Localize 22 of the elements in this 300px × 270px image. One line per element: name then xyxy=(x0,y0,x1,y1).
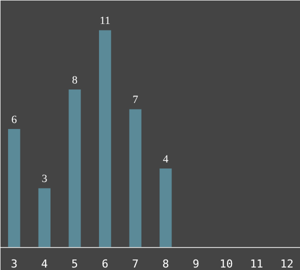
x-tick-label: 7 xyxy=(132,258,139,270)
data-label: 8 xyxy=(72,74,78,86)
bar xyxy=(8,128,20,248)
bar xyxy=(129,109,142,248)
x-tick-label: 10 xyxy=(220,258,233,270)
data-label: 3 xyxy=(42,173,48,186)
bar xyxy=(68,89,81,248)
data-label: 7 xyxy=(132,94,139,106)
x-tick-label: 6 xyxy=(102,258,108,270)
data-label: 6 xyxy=(11,114,18,126)
data-label: 11 xyxy=(100,15,110,28)
x-tick-label: 9 xyxy=(192,258,200,270)
bar xyxy=(160,168,172,248)
x-tick-label: 5 xyxy=(71,258,78,270)
x-tick-label: 12 xyxy=(280,258,294,270)
bar xyxy=(38,188,50,248)
x-tick-label: 11 xyxy=(250,258,264,270)
x-tick-label: 4 xyxy=(41,258,48,270)
bar xyxy=(98,30,112,248)
x-tick-label: 8 xyxy=(162,258,169,270)
x-tick-label: 3 xyxy=(10,258,18,270)
data-label: 4 xyxy=(162,153,169,166)
